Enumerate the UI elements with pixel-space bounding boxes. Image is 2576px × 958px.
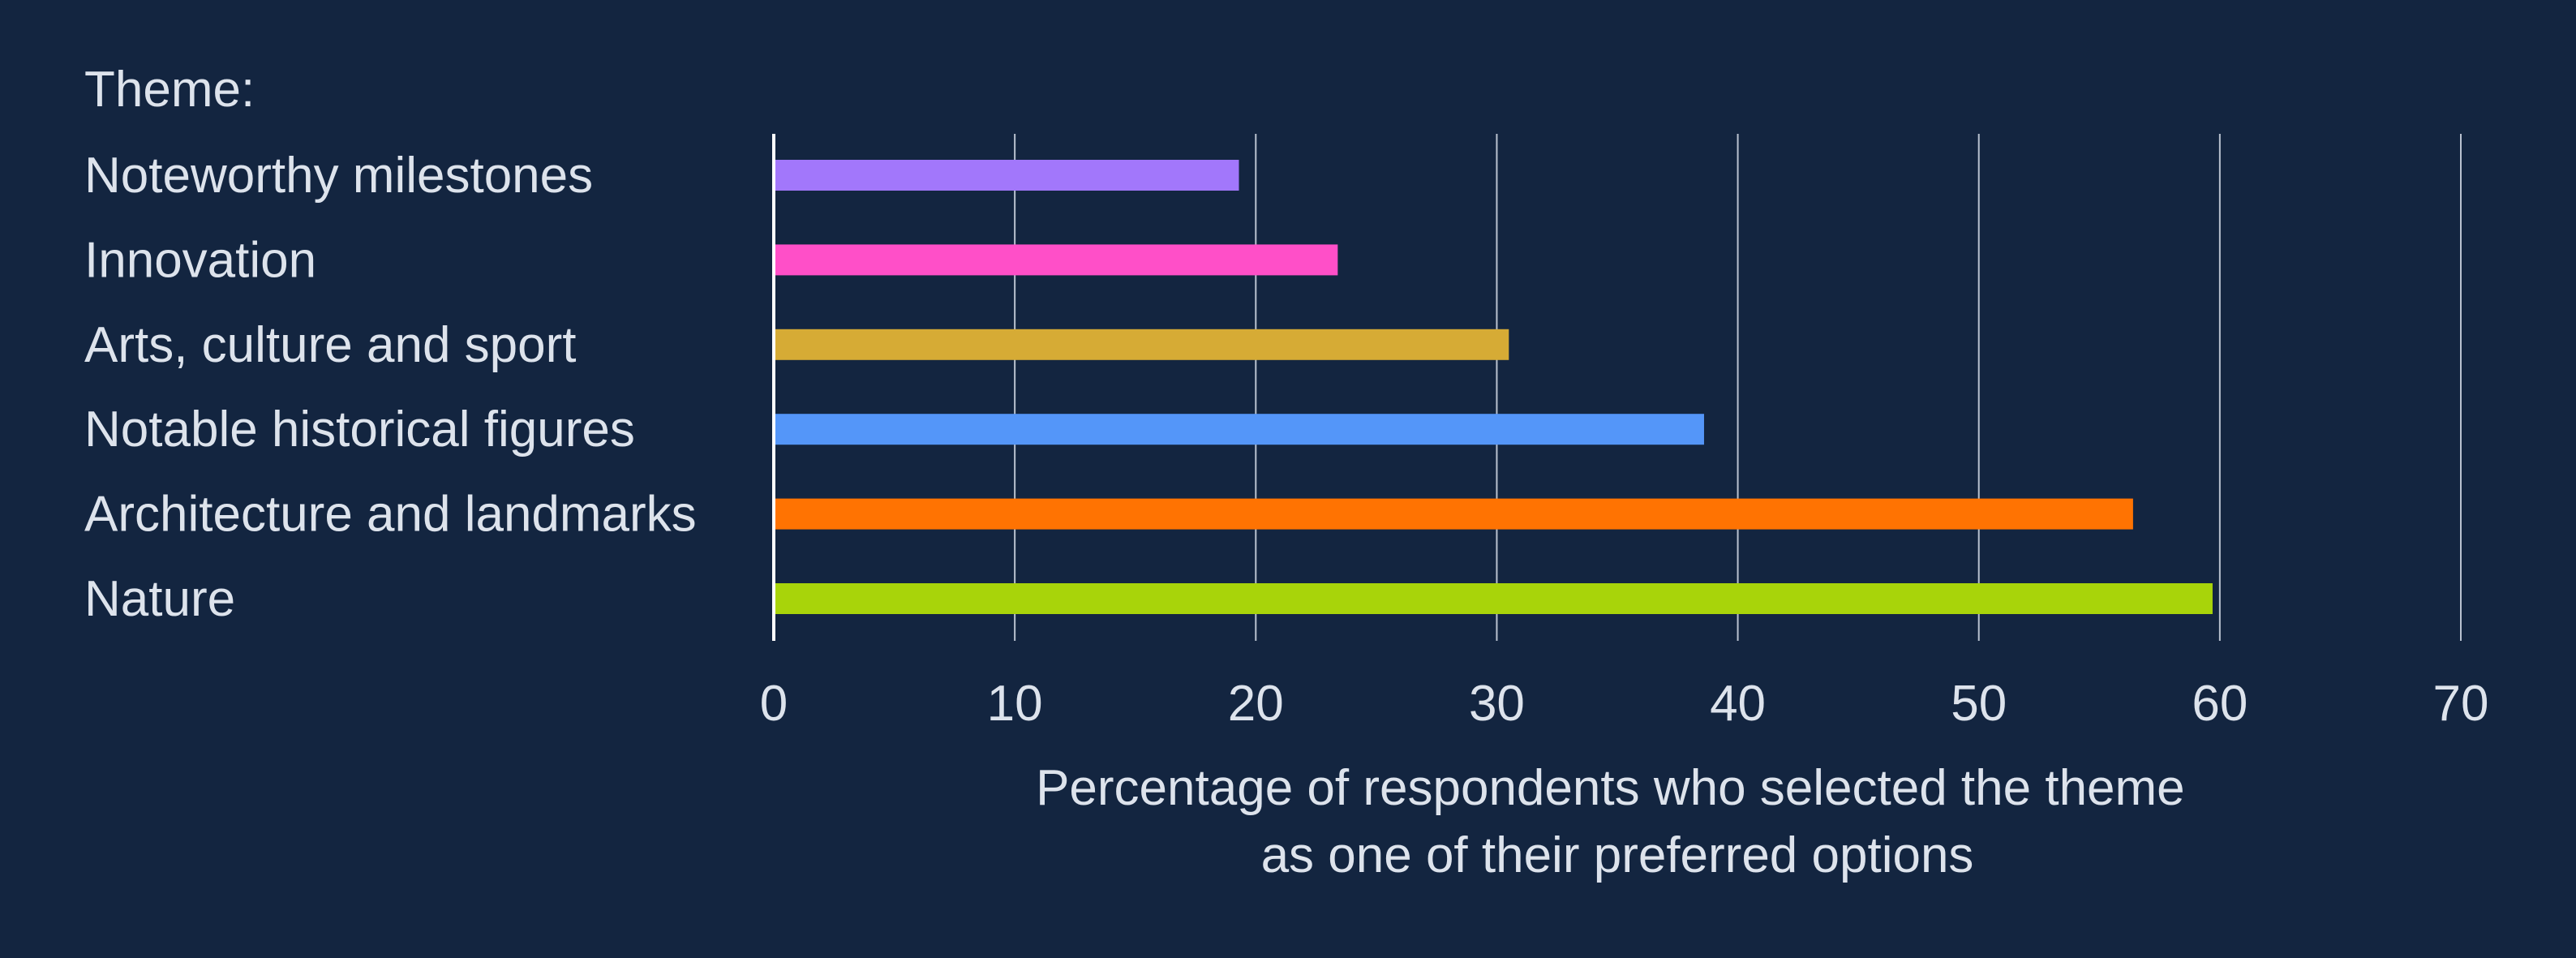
bar [774, 244, 1338, 276]
x-tick-labels: 0 10 20 30 40 50 60 70 [760, 676, 2489, 732]
bar [774, 329, 1509, 360]
x-tick-label: 70 [2433, 676, 2489, 732]
category-labels: Noteworthy milestones Innovation Arts, cul… [84, 148, 697, 627]
x-axis-title-line-1: Percentage of respondents who selected t… [1036, 760, 2185, 816]
gridlines [1014, 134, 2462, 641]
category-header: Theme: [84, 62, 255, 118]
bar [774, 160, 1239, 191]
bar [774, 498, 2133, 530]
bars [774, 160, 2213, 614]
x-tick-label: 0 [760, 676, 788, 732]
bar [774, 583, 2213, 614]
x-tick-label: 30 [1469, 676, 1525, 732]
x-axis-title: Percentage of respondents who selected t… [1036, 760, 2199, 883]
category-label: Notable historical figures [84, 402, 635, 458]
x-tick-label: 50 [1951, 676, 2007, 732]
x-tick-label: 20 [1228, 676, 1284, 732]
x-tick-label: 10 [987, 676, 1043, 732]
category-label: Noteworthy milestones [84, 148, 593, 204]
category-label: Nature [84, 571, 235, 627]
x-tick-label: 60 [2192, 676, 2248, 732]
x-tick-label: 40 [1710, 676, 1766, 732]
bar [774, 414, 1704, 445]
category-label: Architecture and landmarks [84, 487, 697, 543]
category-label: Innovation [84, 232, 316, 288]
x-axis-title-line-2: as one of their preferred options [1261, 827, 1974, 883]
category-label: Arts, culture and sport [84, 317, 577, 373]
